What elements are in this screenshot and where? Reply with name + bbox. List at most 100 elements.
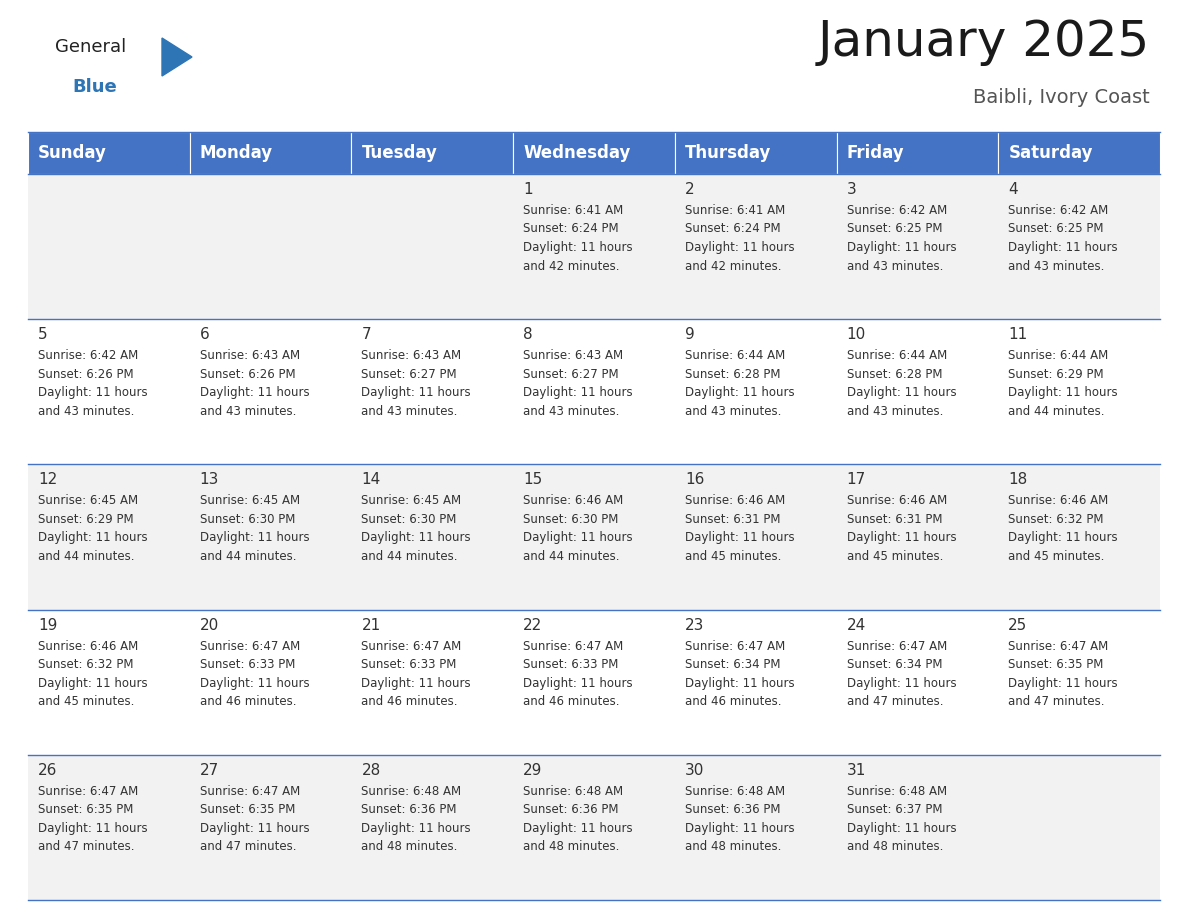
FancyBboxPatch shape (352, 610, 513, 755)
FancyBboxPatch shape (190, 174, 352, 319)
Text: Sunrise: 6:46 AM
Sunset: 6:32 PM
Daylight: 11 hours
and 45 minutes.: Sunrise: 6:46 AM Sunset: 6:32 PM Dayligh… (38, 640, 147, 708)
FancyBboxPatch shape (352, 132, 513, 174)
Text: Sunrise: 6:41 AM
Sunset: 6:24 PM
Daylight: 11 hours
and 42 minutes.: Sunrise: 6:41 AM Sunset: 6:24 PM Dayligh… (684, 204, 795, 273)
Text: Sunrise: 6:42 AM
Sunset: 6:25 PM
Daylight: 11 hours
and 43 minutes.: Sunrise: 6:42 AM Sunset: 6:25 PM Dayligh… (847, 204, 956, 273)
Text: Blue: Blue (72, 78, 116, 96)
Text: Sunrise: 6:43 AM
Sunset: 6:26 PM
Daylight: 11 hours
and 43 minutes.: Sunrise: 6:43 AM Sunset: 6:26 PM Dayligh… (200, 349, 309, 418)
Text: Sunrise: 6:41 AM
Sunset: 6:24 PM
Daylight: 11 hours
and 42 minutes.: Sunrise: 6:41 AM Sunset: 6:24 PM Dayligh… (523, 204, 633, 273)
Text: 22: 22 (523, 618, 543, 633)
Text: 10: 10 (847, 327, 866, 342)
Text: 20: 20 (200, 618, 219, 633)
Polygon shape (162, 38, 192, 76)
Text: Sunrise: 6:45 AM
Sunset: 6:30 PM
Daylight: 11 hours
and 44 minutes.: Sunrise: 6:45 AM Sunset: 6:30 PM Dayligh… (200, 495, 309, 563)
FancyBboxPatch shape (998, 610, 1159, 755)
Text: 14: 14 (361, 473, 380, 487)
Text: Sunrise: 6:46 AM
Sunset: 6:31 PM
Daylight: 11 hours
and 45 minutes.: Sunrise: 6:46 AM Sunset: 6:31 PM Dayligh… (684, 495, 795, 563)
Text: Sunrise: 6:45 AM
Sunset: 6:30 PM
Daylight: 11 hours
and 44 minutes.: Sunrise: 6:45 AM Sunset: 6:30 PM Dayligh… (361, 495, 472, 563)
FancyBboxPatch shape (29, 319, 190, 465)
FancyBboxPatch shape (675, 610, 836, 755)
Text: 19: 19 (38, 618, 57, 633)
Text: Sunrise: 6:43 AM
Sunset: 6:27 PM
Daylight: 11 hours
and 43 minutes.: Sunrise: 6:43 AM Sunset: 6:27 PM Dayligh… (523, 349, 633, 418)
Text: Sunrise: 6:46 AM
Sunset: 6:31 PM
Daylight: 11 hours
and 45 minutes.: Sunrise: 6:46 AM Sunset: 6:31 PM Dayligh… (847, 495, 956, 563)
Text: 18: 18 (1009, 473, 1028, 487)
FancyBboxPatch shape (352, 755, 513, 900)
FancyBboxPatch shape (998, 132, 1159, 174)
Text: 28: 28 (361, 763, 380, 778)
FancyBboxPatch shape (998, 755, 1159, 900)
FancyBboxPatch shape (190, 755, 352, 900)
FancyBboxPatch shape (998, 319, 1159, 465)
Text: Sunrise: 6:44 AM
Sunset: 6:29 PM
Daylight: 11 hours
and 44 minutes.: Sunrise: 6:44 AM Sunset: 6:29 PM Dayligh… (1009, 349, 1118, 418)
Text: 23: 23 (684, 618, 704, 633)
FancyBboxPatch shape (29, 174, 190, 319)
FancyBboxPatch shape (513, 610, 675, 755)
Text: 11: 11 (1009, 327, 1028, 342)
Text: Sunrise: 6:44 AM
Sunset: 6:28 PM
Daylight: 11 hours
and 43 minutes.: Sunrise: 6:44 AM Sunset: 6:28 PM Dayligh… (847, 349, 956, 418)
Text: 15: 15 (523, 473, 543, 487)
Text: Sunrise: 6:47 AM
Sunset: 6:35 PM
Daylight: 11 hours
and 47 minutes.: Sunrise: 6:47 AM Sunset: 6:35 PM Dayligh… (38, 785, 147, 854)
Text: Sunrise: 6:48 AM
Sunset: 6:36 PM
Daylight: 11 hours
and 48 minutes.: Sunrise: 6:48 AM Sunset: 6:36 PM Dayligh… (684, 785, 795, 854)
Text: 30: 30 (684, 763, 704, 778)
Text: Sunrise: 6:48 AM
Sunset: 6:36 PM
Daylight: 11 hours
and 48 minutes.: Sunrise: 6:48 AM Sunset: 6:36 PM Dayligh… (523, 785, 633, 854)
Text: Sunrise: 6:48 AM
Sunset: 6:37 PM
Daylight: 11 hours
and 48 minutes.: Sunrise: 6:48 AM Sunset: 6:37 PM Dayligh… (847, 785, 956, 854)
FancyBboxPatch shape (836, 755, 998, 900)
Text: 6: 6 (200, 327, 209, 342)
Text: Sunrise: 6:48 AM
Sunset: 6:36 PM
Daylight: 11 hours
and 48 minutes.: Sunrise: 6:48 AM Sunset: 6:36 PM Dayligh… (361, 785, 472, 854)
Text: January 2025: January 2025 (817, 18, 1150, 66)
Text: 7: 7 (361, 327, 371, 342)
Text: 8: 8 (523, 327, 532, 342)
Text: Sunrise: 6:42 AM
Sunset: 6:26 PM
Daylight: 11 hours
and 43 minutes.: Sunrise: 6:42 AM Sunset: 6:26 PM Dayligh… (38, 349, 147, 418)
FancyBboxPatch shape (998, 465, 1159, 610)
Text: Sunrise: 6:47 AM
Sunset: 6:33 PM
Daylight: 11 hours
and 46 minutes.: Sunrise: 6:47 AM Sunset: 6:33 PM Dayligh… (200, 640, 309, 708)
FancyBboxPatch shape (998, 174, 1159, 319)
Text: Tuesday: Tuesday (361, 144, 437, 162)
Text: 24: 24 (847, 618, 866, 633)
Text: 27: 27 (200, 763, 219, 778)
Text: Monday: Monday (200, 144, 273, 162)
Text: 3: 3 (847, 182, 857, 197)
FancyBboxPatch shape (190, 610, 352, 755)
Text: Sunrise: 6:46 AM
Sunset: 6:30 PM
Daylight: 11 hours
and 44 minutes.: Sunrise: 6:46 AM Sunset: 6:30 PM Dayligh… (523, 495, 633, 563)
FancyBboxPatch shape (352, 465, 513, 610)
FancyBboxPatch shape (29, 755, 190, 900)
Text: 5: 5 (38, 327, 48, 342)
FancyBboxPatch shape (836, 610, 998, 755)
Text: 16: 16 (684, 473, 704, 487)
FancyBboxPatch shape (513, 465, 675, 610)
FancyBboxPatch shape (29, 132, 190, 174)
Text: 9: 9 (684, 327, 695, 342)
Text: Sunrise: 6:46 AM
Sunset: 6:32 PM
Daylight: 11 hours
and 45 minutes.: Sunrise: 6:46 AM Sunset: 6:32 PM Dayligh… (1009, 495, 1118, 563)
Text: Sunrise: 6:47 AM
Sunset: 6:33 PM
Daylight: 11 hours
and 46 minutes.: Sunrise: 6:47 AM Sunset: 6:33 PM Dayligh… (361, 640, 472, 708)
Text: Sunrise: 6:45 AM
Sunset: 6:29 PM
Daylight: 11 hours
and 44 minutes.: Sunrise: 6:45 AM Sunset: 6:29 PM Dayligh… (38, 495, 147, 563)
FancyBboxPatch shape (352, 174, 513, 319)
Text: Sunrise: 6:47 AM
Sunset: 6:34 PM
Daylight: 11 hours
and 46 minutes.: Sunrise: 6:47 AM Sunset: 6:34 PM Dayligh… (684, 640, 795, 708)
Text: 29: 29 (523, 763, 543, 778)
Text: Sunrise: 6:43 AM
Sunset: 6:27 PM
Daylight: 11 hours
and 43 minutes.: Sunrise: 6:43 AM Sunset: 6:27 PM Dayligh… (361, 349, 472, 418)
Text: Wednesday: Wednesday (523, 144, 631, 162)
Text: Sunday: Sunday (38, 144, 107, 162)
Text: 13: 13 (200, 473, 219, 487)
Text: Sunrise: 6:47 AM
Sunset: 6:35 PM
Daylight: 11 hours
and 47 minutes.: Sunrise: 6:47 AM Sunset: 6:35 PM Dayligh… (200, 785, 309, 854)
FancyBboxPatch shape (190, 465, 352, 610)
FancyBboxPatch shape (190, 319, 352, 465)
FancyBboxPatch shape (513, 174, 675, 319)
FancyBboxPatch shape (836, 465, 998, 610)
FancyBboxPatch shape (675, 465, 836, 610)
FancyBboxPatch shape (836, 174, 998, 319)
Text: Sunrise: 6:47 AM
Sunset: 6:34 PM
Daylight: 11 hours
and 47 minutes.: Sunrise: 6:47 AM Sunset: 6:34 PM Dayligh… (847, 640, 956, 708)
FancyBboxPatch shape (352, 319, 513, 465)
FancyBboxPatch shape (675, 755, 836, 900)
Text: Sunrise: 6:47 AM
Sunset: 6:35 PM
Daylight: 11 hours
and 47 minutes.: Sunrise: 6:47 AM Sunset: 6:35 PM Dayligh… (1009, 640, 1118, 708)
FancyBboxPatch shape (190, 132, 352, 174)
FancyBboxPatch shape (513, 755, 675, 900)
FancyBboxPatch shape (513, 132, 675, 174)
Text: 12: 12 (38, 473, 57, 487)
FancyBboxPatch shape (29, 610, 190, 755)
Text: Sunrise: 6:42 AM
Sunset: 6:25 PM
Daylight: 11 hours
and 43 minutes.: Sunrise: 6:42 AM Sunset: 6:25 PM Dayligh… (1009, 204, 1118, 273)
Text: 2: 2 (684, 182, 695, 197)
Text: Baibli, Ivory Coast: Baibli, Ivory Coast (973, 88, 1150, 107)
Text: 31: 31 (847, 763, 866, 778)
FancyBboxPatch shape (836, 319, 998, 465)
Text: Sunrise: 6:44 AM
Sunset: 6:28 PM
Daylight: 11 hours
and 43 minutes.: Sunrise: 6:44 AM Sunset: 6:28 PM Dayligh… (684, 349, 795, 418)
Text: Thursday: Thursday (684, 144, 771, 162)
